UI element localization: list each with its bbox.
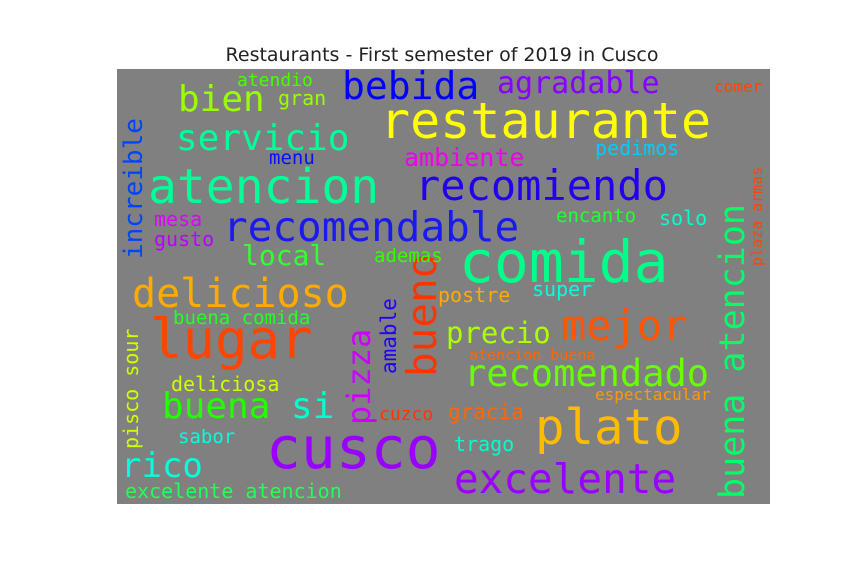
word: restaurante — [380, 92, 712, 150]
word: menu — [269, 147, 315, 169]
word: buena — [162, 386, 271, 427]
word: recomendado — [464, 352, 710, 395]
word-vertical: amable — [377, 298, 401, 374]
word-vertical: pizza — [340, 328, 378, 425]
word: trago — [454, 432, 515, 456]
word: agradable — [497, 69, 660, 101]
word-vertical: bueno — [398, 253, 446, 377]
word: encanto — [556, 205, 637, 227]
word: lugar — [150, 308, 313, 371]
word: si — [291, 386, 335, 427]
word: atencion — [148, 159, 380, 215]
word: postre — [438, 283, 511, 307]
word: buena comida — [173, 307, 311, 329]
word: mejor — [561, 301, 688, 350]
word: bebida — [342, 69, 480, 108]
word: atencion buena — [469, 346, 596, 364]
word: atendio — [237, 70, 313, 91]
word: rico — [121, 446, 203, 486]
word: precio — [446, 316, 551, 350]
word-cloud: restaurante atencion recomiendo comida r… — [117, 69, 770, 504]
word: plato — [535, 399, 683, 456]
word: ambiente — [404, 143, 525, 172]
word: espectacular — [595, 385, 711, 404]
word: super — [532, 277, 593, 301]
word-vertical: increible — [119, 118, 149, 259]
word: bien — [178, 79, 265, 120]
word: cusco — [266, 414, 441, 482]
word: solo — [659, 206, 708, 230]
word: local — [242, 239, 327, 272]
word: comer — [714, 77, 763, 96]
word: recomiendo — [415, 161, 668, 210]
word: gran — [278, 86, 327, 110]
word: mesa — [154, 207, 203, 231]
page-title: Restaurants - First semester of 2019 in … — [225, 44, 659, 66]
word: pedimos — [595, 136, 680, 160]
word: ademas — [374, 245, 443, 267]
word: recomendable — [223, 203, 520, 251]
word: delicioso — [132, 271, 349, 317]
word-vertical: buena atencion — [713, 203, 753, 499]
word: comida — [459, 228, 669, 296]
word: deliciosa — [171, 372, 280, 396]
word: sabor — [178, 426, 236, 448]
word: excelente — [454, 455, 677, 503]
word: cuzco — [379, 404, 434, 425]
word: excelente atencion — [125, 479, 342, 503]
word: gusto — [154, 227, 215, 251]
word: servicio — [176, 118, 350, 159]
word: gracia — [448, 400, 524, 424]
word-vertical: plaza armas — [748, 166, 766, 266]
word-vertical: pisco sour — [119, 328, 143, 449]
